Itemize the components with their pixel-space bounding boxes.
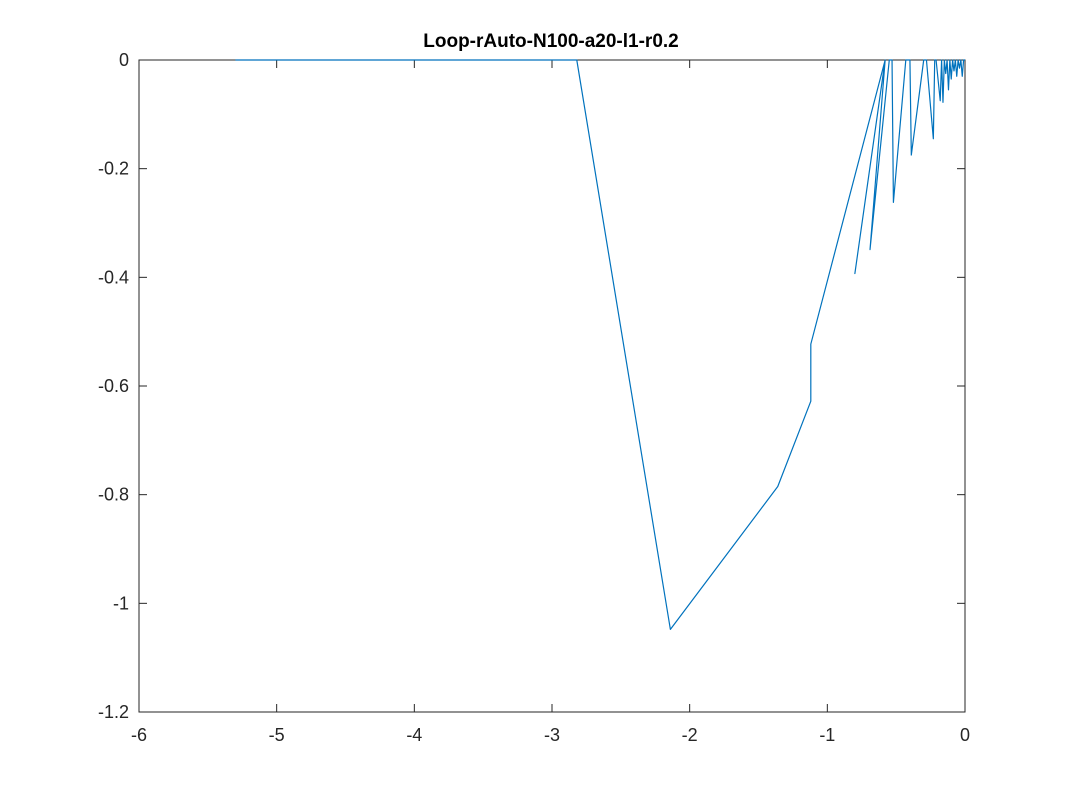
y-tick-label: -0.2	[98, 159, 129, 179]
x-tick-label: -1	[819, 725, 835, 745]
y-tick-label: -0.4	[98, 267, 129, 287]
x-tick-label: -6	[131, 725, 147, 745]
y-tick-label: -0.8	[98, 485, 129, 505]
x-tick-label: 0	[960, 725, 970, 745]
plot-area: -6 -5 -4 -3 -2 -1 0 -1.2 -1 -0.8 -0.6 -0.4 -0.2 0	[98, 50, 970, 745]
x-tick-label: -2	[682, 725, 698, 745]
y-tick-label: -1	[113, 593, 129, 613]
y-tick-label: 0	[119, 50, 129, 70]
chart-title: Loop-rAuto-N100-a20-l1-r0.2	[423, 31, 679, 52]
x-tick-label: -3	[544, 725, 560, 745]
x-tick-label: -4	[406, 725, 422, 745]
series-line	[235, 59, 965, 631]
x-tick-label: -5	[269, 725, 285, 745]
y-tick-label: -1.2	[98, 702, 129, 722]
y-tick-label: -0.6	[98, 376, 129, 396]
